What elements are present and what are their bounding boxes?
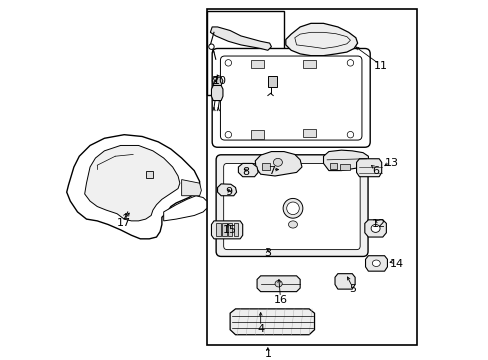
- Polygon shape: [257, 276, 300, 292]
- Text: 5: 5: [348, 284, 355, 294]
- Polygon shape: [302, 60, 315, 68]
- Polygon shape: [261, 163, 270, 170]
- Polygon shape: [233, 224, 238, 236]
- Polygon shape: [323, 150, 367, 171]
- FancyBboxPatch shape: [220, 56, 361, 140]
- Polygon shape: [216, 224, 221, 236]
- Polygon shape: [339, 164, 350, 170]
- Bar: [206, 9, 416, 345]
- Text: 8: 8: [242, 167, 249, 177]
- Polygon shape: [181, 180, 201, 196]
- Polygon shape: [364, 220, 386, 237]
- Ellipse shape: [370, 225, 379, 232]
- Text: 14: 14: [389, 259, 404, 269]
- Polygon shape: [211, 221, 242, 239]
- Ellipse shape: [273, 158, 282, 166]
- Polygon shape: [84, 145, 180, 221]
- Ellipse shape: [208, 44, 214, 49]
- Ellipse shape: [224, 131, 231, 138]
- Text: 7: 7: [267, 166, 274, 176]
- Polygon shape: [217, 184, 236, 196]
- Polygon shape: [329, 163, 336, 169]
- Text: 2: 2: [211, 76, 218, 86]
- Polygon shape: [356, 159, 381, 177]
- Polygon shape: [250, 130, 263, 139]
- Text: 11: 11: [373, 62, 387, 71]
- Text: 12: 12: [371, 220, 386, 229]
- Text: 17: 17: [117, 218, 131, 228]
- Text: 4: 4: [257, 324, 264, 334]
- Text: 1: 1: [264, 349, 271, 359]
- Text: 6: 6: [371, 166, 378, 176]
- Polygon shape: [222, 224, 226, 236]
- Text: 15: 15: [222, 225, 236, 235]
- Text: 13: 13: [384, 158, 398, 168]
- Ellipse shape: [288, 221, 297, 228]
- Polygon shape: [230, 309, 314, 335]
- Polygon shape: [212, 77, 223, 85]
- Text: 16: 16: [273, 295, 287, 305]
- FancyBboxPatch shape: [223, 163, 360, 249]
- Polygon shape: [250, 60, 263, 68]
- Ellipse shape: [346, 60, 353, 66]
- Polygon shape: [238, 163, 258, 177]
- Polygon shape: [334, 274, 354, 289]
- Polygon shape: [285, 23, 357, 56]
- Polygon shape: [365, 256, 386, 271]
- Ellipse shape: [274, 280, 282, 287]
- Text: 3: 3: [264, 248, 271, 258]
- Polygon shape: [145, 171, 153, 178]
- Ellipse shape: [283, 198, 302, 218]
- Polygon shape: [255, 152, 302, 176]
- Polygon shape: [227, 224, 232, 236]
- Polygon shape: [211, 85, 223, 100]
- Ellipse shape: [224, 60, 231, 66]
- FancyBboxPatch shape: [216, 155, 367, 256]
- Polygon shape: [163, 196, 206, 221]
- Text: 10: 10: [213, 76, 226, 86]
- Ellipse shape: [286, 202, 299, 215]
- Polygon shape: [210, 27, 271, 50]
- Polygon shape: [267, 76, 276, 87]
- FancyBboxPatch shape: [212, 49, 369, 147]
- Bar: [206, 11, 284, 95]
- Polygon shape: [302, 129, 315, 137]
- Polygon shape: [66, 135, 199, 239]
- Ellipse shape: [346, 131, 353, 138]
- Ellipse shape: [371, 260, 380, 266]
- Text: 9: 9: [224, 187, 231, 197]
